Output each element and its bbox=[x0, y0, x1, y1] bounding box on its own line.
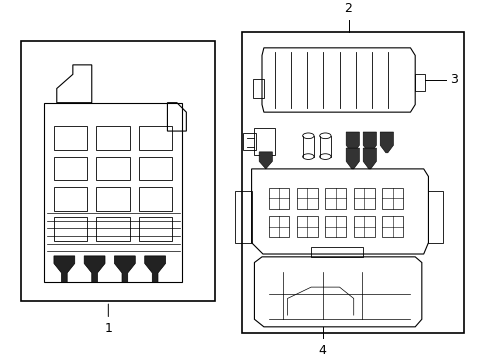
Text: 1: 1 bbox=[104, 304, 112, 335]
Polygon shape bbox=[259, 152, 272, 169]
Bar bbox=[96, 217, 129, 241]
Bar bbox=[296, 216, 317, 237]
Bar bbox=[54, 157, 87, 180]
Polygon shape bbox=[114, 256, 135, 282]
Polygon shape bbox=[84, 256, 105, 282]
Bar bbox=[353, 216, 374, 237]
Bar bbox=[44, 103, 181, 282]
Bar bbox=[21, 41, 214, 301]
Bar bbox=[252, 79, 264, 98]
Text: 2: 2 bbox=[344, 2, 352, 15]
Bar bbox=[139, 157, 172, 180]
Bar bbox=[254, 128, 275, 155]
Bar bbox=[242, 32, 464, 333]
Bar bbox=[139, 187, 172, 211]
Bar bbox=[54, 126, 87, 150]
Bar bbox=[234, 191, 251, 243]
Bar bbox=[243, 133, 256, 150]
Polygon shape bbox=[380, 132, 393, 153]
Bar bbox=[296, 188, 317, 208]
Bar bbox=[268, 188, 289, 208]
Bar bbox=[427, 191, 442, 243]
Bar bbox=[96, 126, 129, 150]
Bar bbox=[96, 187, 129, 211]
Text: 3: 3 bbox=[449, 73, 457, 86]
Bar bbox=[414, 74, 424, 91]
Bar bbox=[325, 216, 346, 237]
Bar bbox=[353, 188, 374, 208]
Bar bbox=[268, 216, 289, 237]
Bar bbox=[54, 187, 87, 211]
Bar bbox=[139, 126, 172, 150]
Polygon shape bbox=[144, 256, 165, 282]
Bar bbox=[325, 188, 346, 208]
Polygon shape bbox=[363, 148, 376, 169]
Polygon shape bbox=[363, 132, 376, 153]
Bar bbox=[139, 217, 172, 241]
Bar bbox=[381, 216, 402, 237]
Bar bbox=[96, 157, 129, 180]
Bar bbox=[54, 217, 87, 241]
Polygon shape bbox=[346, 132, 359, 153]
Polygon shape bbox=[346, 148, 359, 169]
Bar bbox=[310, 247, 363, 257]
Polygon shape bbox=[54, 256, 75, 282]
Bar bbox=[381, 188, 402, 208]
Text: 4: 4 bbox=[318, 344, 326, 357]
